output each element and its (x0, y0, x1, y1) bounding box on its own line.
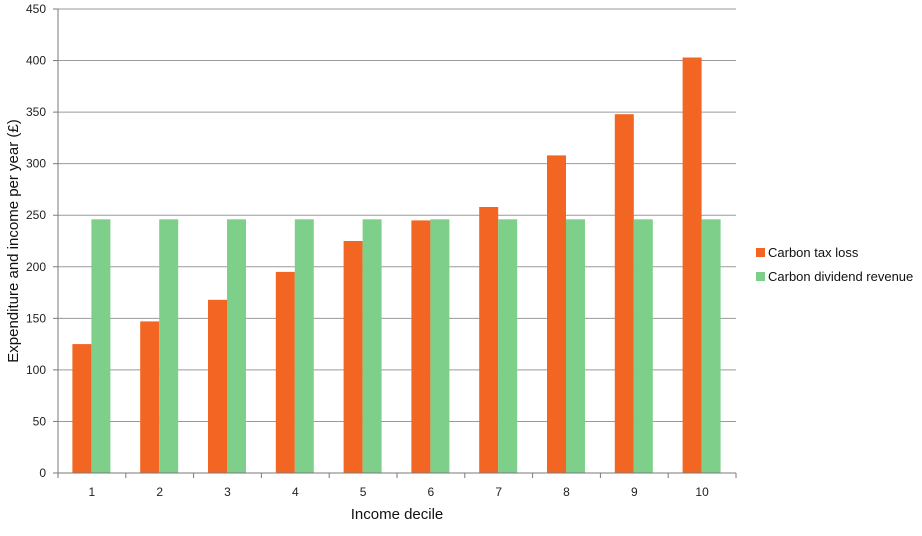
bar-carbon-tax-loss-decile-6 (411, 220, 431, 473)
legend-swatch-carbon-tax-loss (756, 248, 765, 257)
bar-carbon-tax-loss-decile-1 (72, 344, 92, 473)
y-tick-label: 200 (26, 260, 46, 274)
bar-carbon-dividend-revenue-decile-2 (159, 219, 179, 473)
x-tick-label: 4 (292, 485, 299, 499)
bar-carbon-tax-loss-decile-9 (614, 114, 634, 473)
y-tick-label: 50 (33, 414, 47, 428)
bar-carbon-tax-loss-decile-5 (343, 241, 363, 473)
y-tick-label: 250 (26, 208, 46, 222)
y-tick-label: 300 (26, 157, 46, 171)
bar-carbon-dividend-revenue-decile-7 (498, 219, 518, 473)
bar-carbon-dividend-revenue-decile-9 (633, 219, 653, 473)
y-tick-label: 100 (26, 363, 46, 377)
bar-carbon-dividend-revenue-decile-3 (227, 219, 246, 473)
bar-carbon-tax-loss-decile-4 (275, 271, 295, 473)
bar-carbon-tax-loss-decile-8 (547, 155, 566, 473)
bar-carbon-tax-loss-decile-3 (208, 299, 227, 473)
x-tick-label: 8 (563, 485, 570, 499)
x-tick-label: 5 (360, 485, 367, 499)
x-tick-label: 3 (224, 485, 231, 499)
x-tick-label: 9 (631, 485, 638, 499)
legend-label-carbon-tax-loss: Carbon tax loss (768, 245, 859, 260)
bar-carbon-tax-loss-decile-2 (140, 321, 160, 473)
bar-carbon-dividend-revenue-decile-8 (566, 219, 585, 473)
y-tick-label: 350 (26, 105, 46, 119)
y-tick-label: 150 (26, 311, 46, 325)
bars (72, 57, 721, 473)
x-tick-label: 10 (695, 485, 709, 499)
y-tick-labels: 0 50 100 150 200 250 300 350 400 450 (26, 2, 58, 480)
y-tick-label: 0 (39, 466, 46, 480)
x-tick-label: 6 (428, 485, 435, 499)
legend: Carbon tax loss Carbon dividend revenue (756, 245, 913, 284)
x-axis-title: Income decile (351, 506, 444, 523)
bar-carbon-tax-loss-decile-7 (479, 207, 499, 473)
bar-carbon-dividend-revenue-decile-4 (294, 219, 314, 473)
bar-carbon-tax-loss-decile-10 (682, 57, 702, 473)
x-tick-label: 1 (89, 485, 96, 499)
x-tick-label: 7 (495, 485, 502, 499)
bar-carbon-dividend-revenue-decile-5 (362, 219, 382, 473)
y-tick-label: 400 (26, 54, 46, 68)
legend-label-carbon-dividend-revenue: Carbon dividend revenue (768, 269, 913, 284)
bar-carbon-dividend-revenue-decile-6 (430, 219, 450, 473)
x-tick-label: 2 (156, 485, 163, 499)
bar-carbon-dividend-revenue-decile-10 (701, 219, 721, 473)
bar-carbon-dividend-revenue-decile-1 (91, 219, 111, 473)
y-axis-title: Expenditure and income per year (£) (5, 119, 22, 362)
y-tick-label: 450 (26, 2, 46, 16)
legend-swatch-carbon-dividend-revenue (756, 272, 765, 281)
x-tick-labels: 1 2 3 4 5 6 7 8 9 10 (57, 473, 737, 499)
